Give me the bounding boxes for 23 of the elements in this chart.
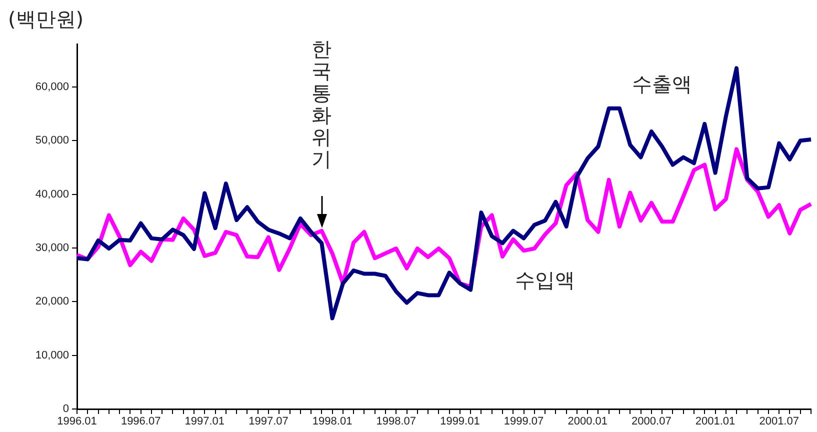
y-tick-label: 20,000 (35, 296, 69, 308)
x-tick-label: 1999.01 (440, 416, 480, 428)
x-tick-label: 2000.01 (568, 416, 608, 428)
y-tick-label: 30,000 (35, 242, 69, 254)
x-tick-label: 1998.07 (376, 416, 416, 428)
x-tick-label: 1998.01 (312, 416, 352, 428)
y-tick-label: 0 (62, 403, 69, 416)
series-label: 수출액 (630, 70, 694, 98)
x-tick-label: 2000.07 (632, 416, 672, 428)
y-tick-label: 50,000 (35, 134, 69, 147)
y-tick-label: 10,000 (35, 349, 69, 362)
x-tick-label: 1999.07 (504, 416, 544, 428)
annotation: 한국통화위기 (310, 37, 333, 171)
x-tick-label: 2001.07 (759, 416, 799, 428)
y-axis-title: (백만원) (8, 6, 84, 33)
x-tick-label: 2001.01 (695, 416, 736, 428)
y-tick-label: 40,000 (35, 188, 69, 200)
x-tick-label: 1996.01 (57, 416, 97, 428)
x-tick-label: 1997.07 (248, 416, 288, 428)
series-label: 수입액 (513, 266, 578, 294)
x-tick-label: 1997.01 (184, 416, 225, 428)
y-tick-label: 60,000 (35, 80, 69, 93)
x-tick-label: 1996.07 (120, 416, 161, 428)
